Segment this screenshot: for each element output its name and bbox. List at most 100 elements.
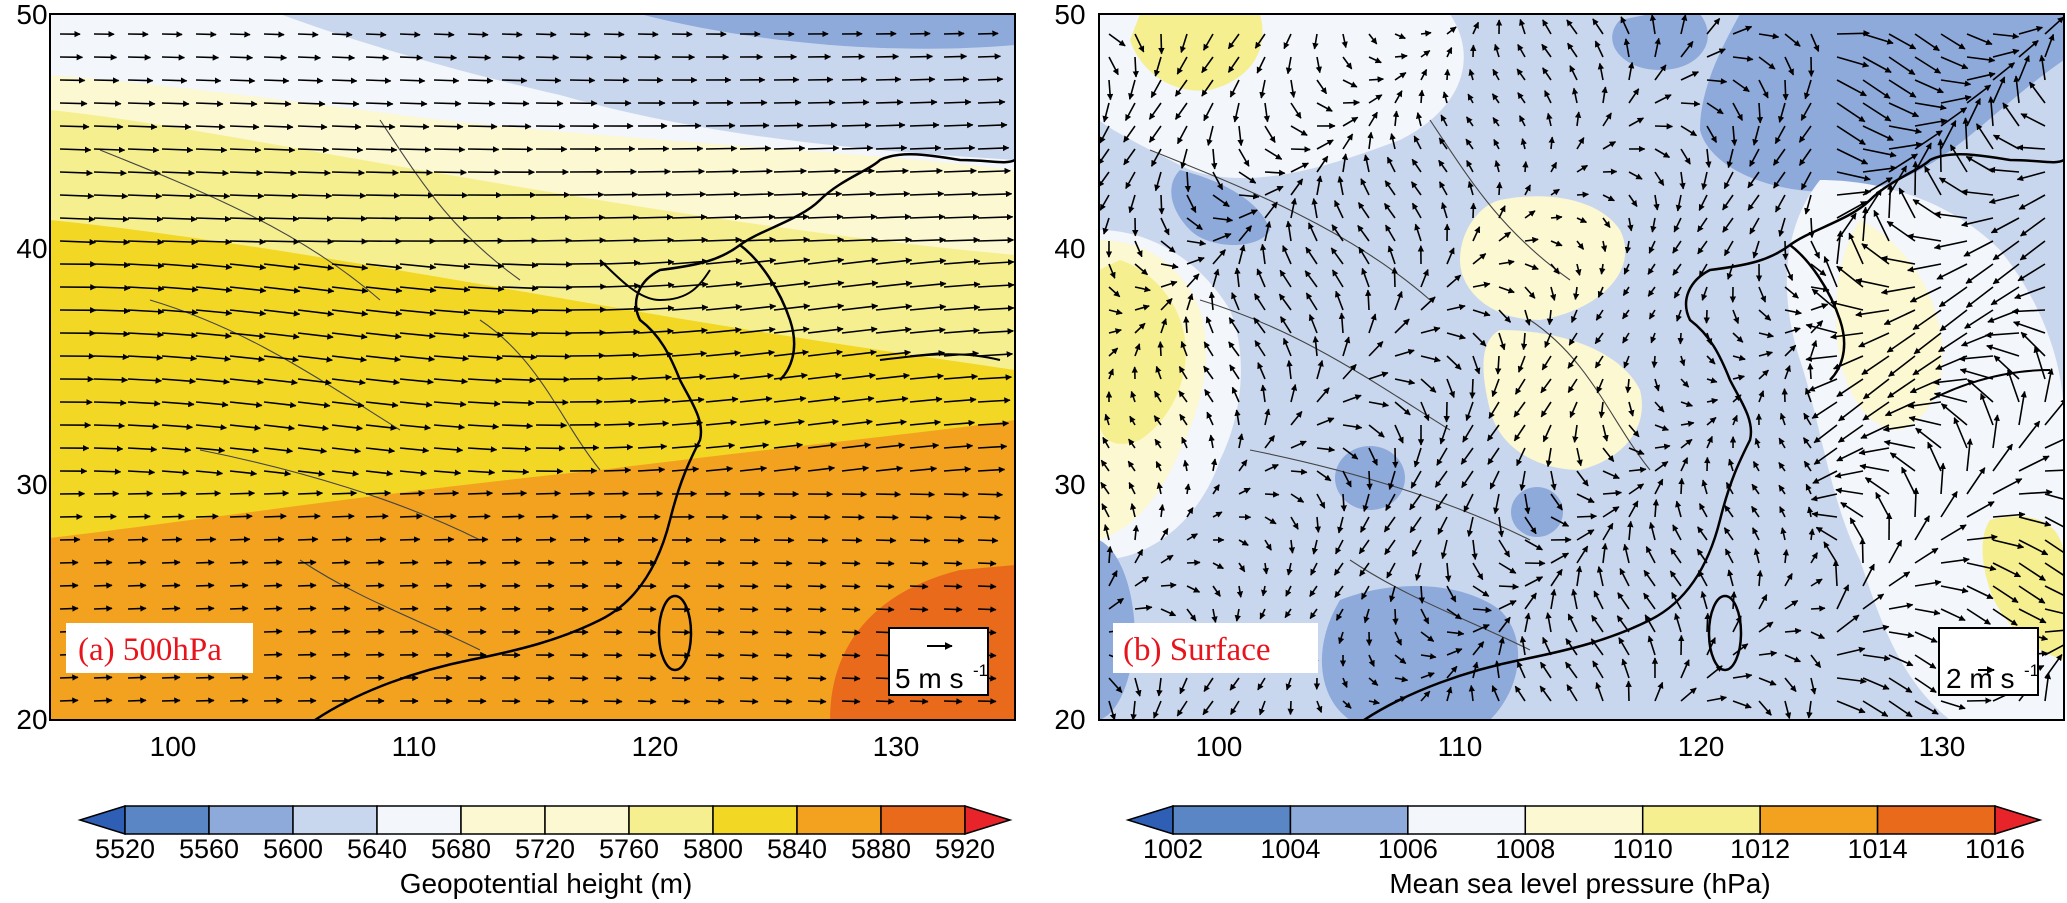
colorbar-min-extension <box>1125 804 1174 836</box>
wind-vector <box>161 513 185 520</box>
wind-vector <box>195 582 215 589</box>
wind-vector <box>671 698 691 705</box>
colorbar-segment <box>1407 805 1527 835</box>
wind-vector <box>1861 206 1869 242</box>
wind-vector <box>195 378 230 385</box>
colorbar-tick-label: 1006 <box>1378 834 1438 864</box>
wind-vector <box>331 490 358 497</box>
wind-vector <box>365 447 396 454</box>
wind-vector <box>875 76 902 83</box>
wind-vector <box>161 355 198 362</box>
wind-vector <box>841 418 873 426</box>
wind-vector <box>1914 33 1940 52</box>
wind-vector <box>59 605 79 612</box>
wind-vector <box>739 395 773 403</box>
wind-vector <box>229 424 261 431</box>
wind-vector <box>1988 194 2020 205</box>
wind-vector <box>977 76 1004 83</box>
wind-vector <box>1566 42 1578 58</box>
wind-vector <box>1342 133 1354 150</box>
wind-vector <box>875 583 895 590</box>
wind-vector <box>705 442 736 449</box>
wind-vector <box>1524 236 1539 244</box>
wind-vector <box>773 442 804 449</box>
wind-vector <box>535 54 560 61</box>
wind-vector <box>943 560 963 567</box>
wind-vector <box>1498 231 1511 242</box>
wind-vector <box>875 442 906 449</box>
wind-vector <box>1264 148 1283 160</box>
wind-vector <box>977 514 1001 521</box>
wind-vector <box>399 332 436 340</box>
colorbar-max-extension <box>964 804 1013 836</box>
wind-vector <box>1752 240 1760 259</box>
wind-vector <box>1810 605 1826 612</box>
wind-vector <box>943 419 975 427</box>
wind-vector <box>1988 166 2020 174</box>
panel-b-wind-vectors <box>1099 14 2064 720</box>
wind-vector <box>331 378 366 386</box>
wind-vector <box>977 305 1015 312</box>
wind-vector <box>93 605 113 612</box>
wind-vector <box>127 605 147 612</box>
wind-vector <box>1992 62 2015 81</box>
wind-vector <box>59 697 79 704</box>
wind-vector <box>535 261 573 268</box>
wind-vector <box>977 121 1008 129</box>
wind-vector <box>399 146 432 153</box>
wind-vector <box>93 536 115 543</box>
wind-vector <box>1517 92 1526 104</box>
wind-vector <box>603 328 640 336</box>
wind-vector <box>1628 171 1643 180</box>
colorbar-tick-label: 1008 <box>1495 834 1555 864</box>
wind-vector <box>977 537 999 544</box>
wind-vector <box>501 54 526 61</box>
wind-vector <box>1992 32 2020 40</box>
wind-vector <box>977 190 1013 198</box>
wind-vector <box>841 326 878 334</box>
wind-vector <box>1778 217 1786 237</box>
wind-vector <box>807 326 844 334</box>
wind-vector <box>807 213 844 221</box>
wind-vector <box>2044 16 2064 35</box>
wind-vector <box>1264 125 1276 143</box>
wind-vector <box>603 259 641 267</box>
wind-vector <box>875 537 897 544</box>
wind-vector <box>1732 102 1744 121</box>
colorbar-tick-label: 5840 <box>767 834 827 864</box>
wind-vector <box>229 192 265 200</box>
wind-vector <box>875 560 895 567</box>
wind-vector <box>807 629 827 636</box>
wind-vector <box>433 31 455 38</box>
wind-vector <box>535 513 559 520</box>
wind-vector <box>1677 332 1684 345</box>
wind-vector <box>1148 125 1162 143</box>
wind-vector <box>467 377 503 384</box>
wind-vector <box>433 263 471 270</box>
wind-vector <box>59 674 79 681</box>
wind-vector <box>841 167 875 175</box>
wind-vector <box>297 536 319 543</box>
wind-vector <box>93 582 113 589</box>
wind-vector <box>1550 214 1563 221</box>
wind-vector <box>263 286 301 294</box>
wind-vector <box>433 77 460 84</box>
wind-vector <box>1706 78 1728 85</box>
wind-vector <box>1174 102 1188 120</box>
wind-vector <box>1519 18 1526 35</box>
wind-vector <box>331 332 368 340</box>
wind-vector <box>433 169 467 176</box>
wind-vector <box>841 76 868 83</box>
wind-vector <box>977 213 1014 221</box>
wind-vector <box>1184 171 1192 193</box>
wind-vector <box>773 99 802 106</box>
wind-vector <box>1678 477 1685 495</box>
wind-vector <box>1726 148 1734 169</box>
wind-vector <box>1285 56 1293 75</box>
wind-vector <box>1862 56 1892 74</box>
wind-vector <box>1800 171 1812 191</box>
wind-vector <box>1706 102 1724 115</box>
wind-vector <box>1798 148 1812 166</box>
wind-vector <box>1782 79 1789 101</box>
wind-vector <box>1259 243 1267 265</box>
